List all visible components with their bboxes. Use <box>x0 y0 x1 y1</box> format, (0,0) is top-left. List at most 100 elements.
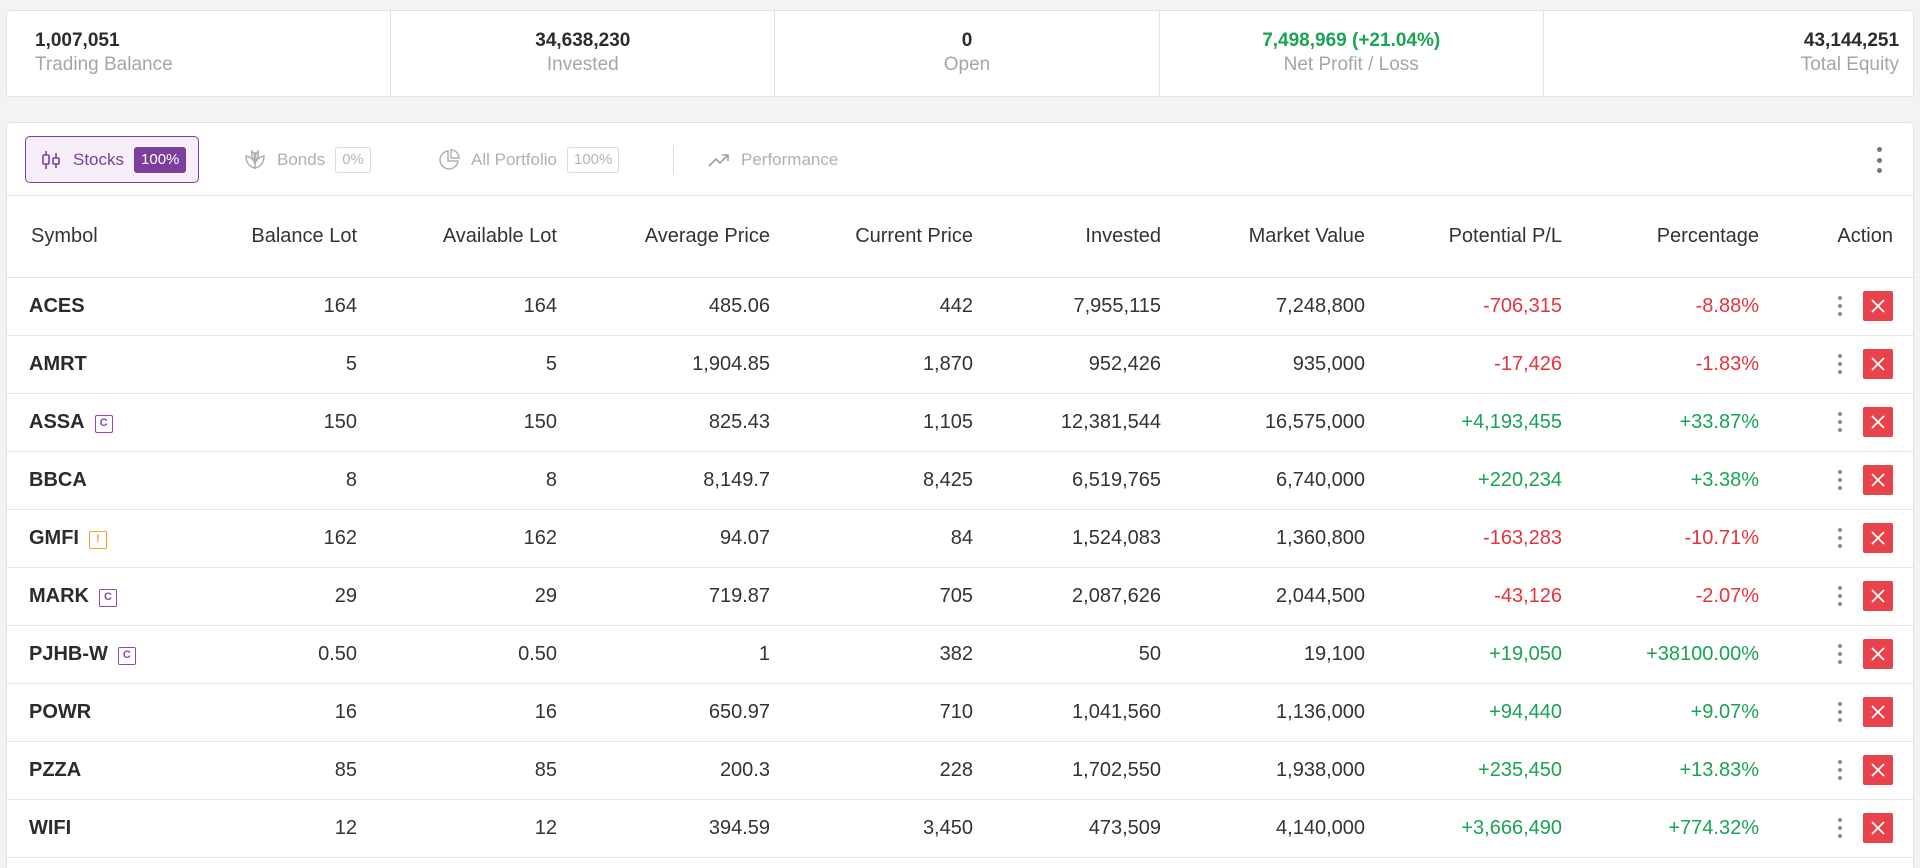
row-more-options-button[interactable] <box>1835 644 1845 664</box>
dot <box>1838 718 1842 722</box>
row-more-options-button[interactable] <box>1835 412 1845 432</box>
symbol-text[interactable]: PZZA <box>29 758 82 781</box>
cell-current-price: 8,425 <box>770 451 973 510</box>
cell-symbol: ASSA C <box>7 393 187 452</box>
symbol-text[interactable]: PJHB-W <box>29 642 108 665</box>
cell-action <box>1759 625 1915 684</box>
cell-available-lot: 12 <box>357 799 557 858</box>
header-balance-lot[interactable]: Balance Lot <box>187 196 357 278</box>
stat-value: 43,144,251 <box>1803 29 1900 51</box>
row-more-options-button[interactable] <box>1835 296 1845 316</box>
table-row[interactable]: AMRT 5 5 1,904.85 1,870 952,426 935,000 … <box>7 335 1915 394</box>
remove-button[interactable] <box>1863 523 1893 553</box>
symbol-text[interactable]: MARK <box>29 584 89 607</box>
row-more-options-button[interactable] <box>1835 586 1845 606</box>
stat-label: Net Profit / Loss <box>1283 53 1419 75</box>
cell-balance-lot: 12 <box>187 799 357 858</box>
cell-market-value: 6,740,000 <box>1161 451 1365 510</box>
cell-market-value: 1,136,000 <box>1161 683 1365 742</box>
cell-balance-lot: 150 <box>187 393 357 452</box>
table-row[interactable]: ACES 164 164 485.06 442 7,955,115 7,248,… <box>7 277 1915 336</box>
corporate-action-badge[interactable]: C <box>117 646 136 665</box>
dot <box>1838 486 1842 490</box>
table-row[interactable]: WIFI 12 12 394.59 3,450 473,509 4,140,00… <box>7 799 1915 858</box>
row-more-options-button[interactable] <box>1835 702 1845 722</box>
remove-button[interactable] <box>1863 697 1893 727</box>
cell-market-value: 4,140,000 <box>1161 799 1365 858</box>
header-current-price[interactable]: Current Price <box>770 196 973 278</box>
tab-bonds[interactable]: Bonds 0% <box>243 136 371 183</box>
cell-invested: 6,519,765 <box>973 451 1161 510</box>
cell-balance-lot: 16 <box>187 683 357 742</box>
symbol-text[interactable]: WIFI <box>29 816 72 839</box>
tab-stocks[interactable]: Stocks 100% <box>25 136 200 183</box>
corporate-action-badge[interactable]: C <box>94 414 113 433</box>
table-row[interactable]: PZZA 85 85 200.3 228 1,702,550 1,938,000… <box>7 741 1915 800</box>
header-potential-pl[interactable]: Potential P/L <box>1365 196 1562 278</box>
header-action: Action <box>1759 196 1915 278</box>
header-market-value[interactable]: Market Value <box>1161 196 1365 278</box>
header-average-price[interactable]: Average Price <box>557 196 770 278</box>
candlestick-icon <box>39 148 63 172</box>
remove-button[interactable] <box>1863 581 1893 611</box>
symbol-text[interactable]: POWR <box>29 700 92 723</box>
cell-average-price: 1,904.85 <box>557 335 770 394</box>
remove-button[interactable] <box>1863 813 1893 843</box>
dot <box>1838 818 1842 822</box>
cell-invested: 12,381,544 <box>973 393 1161 452</box>
close-icon <box>1871 705 1885 719</box>
corporate-action-badge[interactable]: C <box>99 588 117 607</box>
row-more-options-button[interactable] <box>1835 470 1845 490</box>
header-invested[interactable]: Invested <box>973 196 1161 278</box>
remove-button[interactable] <box>1863 639 1893 669</box>
close-icon <box>1871 647 1885 661</box>
leaf-icon <box>243 148 267 172</box>
tab-all-portfolio[interactable]: All Portfolio 100% <box>437 136 620 183</box>
cell-potential-pl: +220,234 <box>1365 451 1562 510</box>
dot <box>1838 602 1842 606</box>
cell-average-price: 8,149.7 <box>557 451 770 510</box>
cell-symbol: WIFI <box>7 799 187 858</box>
stat-value: 0 <box>961 29 973 51</box>
header-symbol[interactable]: Symbol <box>7 196 187 278</box>
row-more-options-button[interactable] <box>1835 528 1845 548</box>
cell-action <box>1759 509 1915 568</box>
warning-badge[interactable]: ! <box>89 530 107 549</box>
remove-button[interactable] <box>1863 407 1893 437</box>
row-more-options-button[interactable] <box>1835 818 1845 838</box>
symbol-text[interactable]: ACES <box>29 294 85 317</box>
cell-action <box>1759 567 1915 626</box>
cell-percentage: +33.87% <box>1562 393 1759 452</box>
cell-current-price: 228 <box>770 741 973 800</box>
tab-percentage-pill: 0% <box>335 146 371 173</box>
table-row[interactable]: MARK C 29 29 719.87 705 2,087,626 2,044,5… <box>7 567 1915 626</box>
table-row[interactable]: BBCA 8 8 8,149.7 8,425 6,519,765 6,740,0… <box>7 451 1915 510</box>
more-options-button[interactable] <box>1873 145 1885 175</box>
remove-button[interactable] <box>1863 465 1893 495</box>
remove-button[interactable] <box>1863 291 1893 321</box>
remove-button[interactable] <box>1863 349 1893 379</box>
table-row[interactable]: POWR 16 16 650.97 710 1,041,560 1,136,00… <box>7 683 1915 742</box>
tab-performance[interactable]: Performance <box>707 136 838 183</box>
cell-average-price: 485.06 <box>557 277 770 336</box>
symbol-text[interactable]: AMRT <box>29 352 87 375</box>
cell-available-lot: 150 <box>357 393 557 452</box>
row-more-options-button[interactable] <box>1835 354 1845 374</box>
close-icon <box>1871 589 1885 603</box>
action-group <box>1759 349 1893 379</box>
remove-button[interactable] <box>1863 755 1893 785</box>
table-row[interactable]: ASSA C 150 150 825.43 1,105 12,381,544 16… <box>7 393 1915 452</box>
symbol-text[interactable]: GMFI <box>29 526 79 549</box>
stat-label: Invested <box>546 53 619 75</box>
table-row[interactable]: PJHB-W C 0.50 0.50 1 382 50 19,100 +19,05… <box>7 625 1915 684</box>
cell-balance-lot: 8 <box>187 451 357 510</box>
symbol-text[interactable]: BBCA <box>29 468 87 491</box>
action-group <box>1759 407 1893 437</box>
cell-action <box>1759 741 1915 800</box>
table-row[interactable]: GMFI! 162 162 94.07 84 1,524,083 1,360,8… <box>7 509 1915 568</box>
row-more-options-button[interactable] <box>1835 760 1845 780</box>
header-percentage[interactable]: Percentage <box>1562 196 1759 278</box>
symbol-text[interactable]: ASSA <box>29 410 85 433</box>
header-available-lot[interactable]: Available Lot <box>357 196 557 278</box>
cell-symbol: GMFI! <box>7 509 187 568</box>
